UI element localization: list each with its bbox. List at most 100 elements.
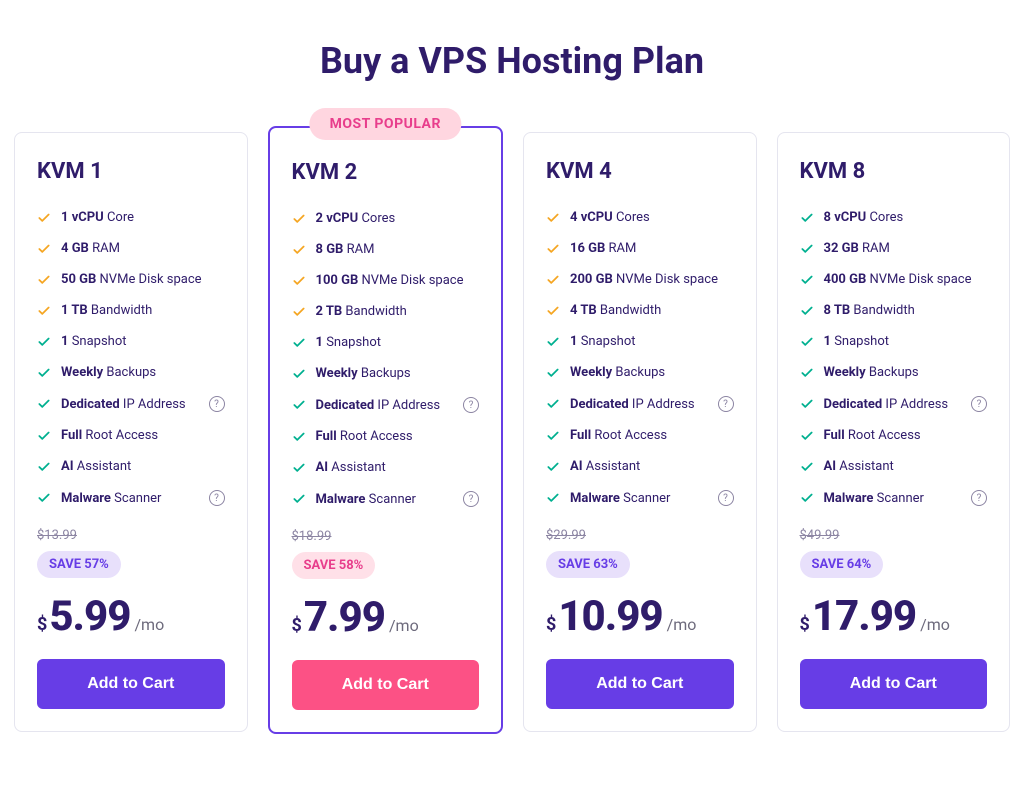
add-to-cart-button[interactable]: Add to Cart — [292, 660, 480, 710]
feature-item: Malware Scanner? — [546, 490, 734, 506]
feature-text: Dedicated IP Address — [61, 397, 199, 412]
feature-item: Malware Scanner? — [292, 491, 480, 507]
feature-text: AI Assistant — [570, 459, 734, 474]
check-icon — [546, 429, 560, 443]
price-period: /mo — [389, 616, 419, 635]
plan-card: KVM 8 8 vCPU Cores 32 GB RAM 400 GB NVMe Di… — [777, 132, 1011, 732]
feature-item: AI Assistant — [800, 459, 988, 474]
feature-item: Dedicated IP Address? — [546, 396, 734, 412]
plan-card: KVM 44 vCPU Cores16 GB RAM200 GB NVMe Di… — [523, 132, 757, 732]
feature-text: AI Assistant — [61, 459, 225, 474]
feature-list: 1 vCPU Core 4 GB RAM 50 GB NVMe Disk space… — [37, 210, 225, 506]
check-icon — [546, 304, 560, 318]
check-icon — [37, 335, 51, 349]
feature-item: Full Root Access — [292, 429, 480, 444]
old-price: $29.99 — [546, 528, 734, 543]
check-icon — [292, 461, 306, 475]
check-icon — [37, 460, 51, 474]
feature-text: Weekly Backups — [824, 365, 988, 380]
feature-text: Malware Scanner — [824, 491, 962, 506]
feature-item: 8 GB RAM — [292, 242, 480, 257]
help-icon[interactable]: ? — [209, 490, 225, 506]
help-icon[interactable]: ? — [971, 396, 987, 412]
check-icon — [546, 335, 560, 349]
save-badge: SAVE 63% — [546, 551, 630, 578]
feature-item: 4 GB RAM — [37, 241, 225, 256]
check-icon — [546, 491, 560, 505]
help-icon[interactable]: ? — [971, 490, 987, 506]
check-icon — [546, 366, 560, 380]
check-icon — [800, 273, 814, 287]
feature-item: 1 Snapshot — [37, 334, 225, 349]
feature-item: 4 TB Bandwidth — [546, 303, 734, 318]
feature-text: 1 TB Bandwidth — [61, 303, 225, 318]
save-badge: SAVE 64% — [800, 551, 884, 578]
check-icon — [37, 273, 51, 287]
feature-text: AI Assistant — [824, 459, 988, 474]
feature-text: Malware Scanner — [570, 491, 708, 506]
add-to-cart-button[interactable]: Add to Cart — [37, 659, 225, 709]
feature-item: 1 vCPU Core — [37, 210, 225, 225]
feature-text: Malware Scanner — [61, 491, 199, 506]
help-icon[interactable]: ? — [718, 490, 734, 506]
feature-text: Dedicated IP Address — [824, 397, 962, 412]
check-icon — [292, 243, 306, 257]
check-icon — [546, 211, 560, 225]
feature-item: 8 vCPU Cores — [800, 210, 988, 225]
feature-list: 4 vCPU Cores16 GB RAM200 GB NVMe Disk sp… — [546, 210, 734, 506]
check-icon — [292, 367, 306, 381]
check-icon — [546, 273, 560, 287]
feature-text: 2 TB Bandwidth — [316, 304, 480, 319]
feature-text: Weekly Backups — [316, 366, 480, 381]
feature-item: Weekly Backups — [292, 366, 480, 381]
feature-item: Full Root Access — [37, 428, 225, 443]
feature-text: 32 GB RAM — [824, 241, 988, 256]
help-icon[interactable]: ? — [718, 396, 734, 412]
feature-item: Dedicated IP Address? — [292, 397, 480, 413]
check-icon — [546, 460, 560, 474]
check-icon — [292, 305, 306, 319]
plan-card: MOST POPULARKVM 22 vCPU Cores8 GB RAM100… — [268, 126, 504, 734]
feature-item: 4 vCPU Cores — [546, 210, 734, 225]
check-icon — [800, 211, 814, 225]
feature-text: 1 Snapshot — [570, 334, 734, 349]
feature-item: Malware Scanner? — [800, 490, 988, 506]
feature-text: 50 GB NVMe Disk space — [61, 272, 225, 287]
check-icon — [800, 366, 814, 380]
currency-symbol: $ — [546, 614, 556, 635]
feature-text: 1 Snapshot — [61, 334, 225, 349]
check-icon — [37, 429, 51, 443]
feature-text: Weekly Backups — [61, 365, 225, 380]
old-price: $49.99 — [800, 528, 988, 543]
currency-symbol: $ — [292, 615, 302, 636]
feature-text: 400 GB NVMe Disk space — [824, 272, 988, 287]
check-icon — [292, 430, 306, 444]
help-icon[interactable]: ? — [463, 397, 479, 413]
price-amount: 10.99 — [558, 592, 662, 641]
check-icon — [800, 242, 814, 256]
feature-item: Weekly Backups — [800, 365, 988, 380]
feature-text: 4 vCPU Cores — [570, 210, 734, 225]
feature-text: 8 TB Bandwidth — [824, 303, 988, 318]
check-icon — [800, 491, 814, 505]
check-icon — [800, 460, 814, 474]
feature-text: Dedicated IP Address — [316, 398, 454, 413]
feature-text: 4 GB RAM — [61, 241, 225, 256]
feature-text: 1 Snapshot — [824, 334, 988, 349]
check-icon — [292, 336, 306, 350]
price-period: /mo — [667, 615, 697, 634]
add-to-cart-button[interactable]: Add to Cart — [800, 659, 988, 709]
plan-name: KVM 1 — [37, 159, 225, 184]
feature-text: Full Root Access — [570, 428, 734, 443]
currency-symbol: $ — [800, 614, 810, 635]
check-icon — [292, 212, 306, 226]
add-to-cart-button[interactable]: Add to Cart — [546, 659, 734, 709]
price: $7.99/mo — [292, 593, 480, 642]
save-badge: SAVE 58% — [292, 552, 376, 579]
help-icon[interactable]: ? — [463, 491, 479, 507]
plan-name: KVM 8 — [800, 159, 988, 184]
check-icon — [37, 304, 51, 318]
check-icon — [37, 242, 51, 256]
feature-text: 1 vCPU Core — [61, 210, 225, 225]
help-icon[interactable]: ? — [209, 396, 225, 412]
